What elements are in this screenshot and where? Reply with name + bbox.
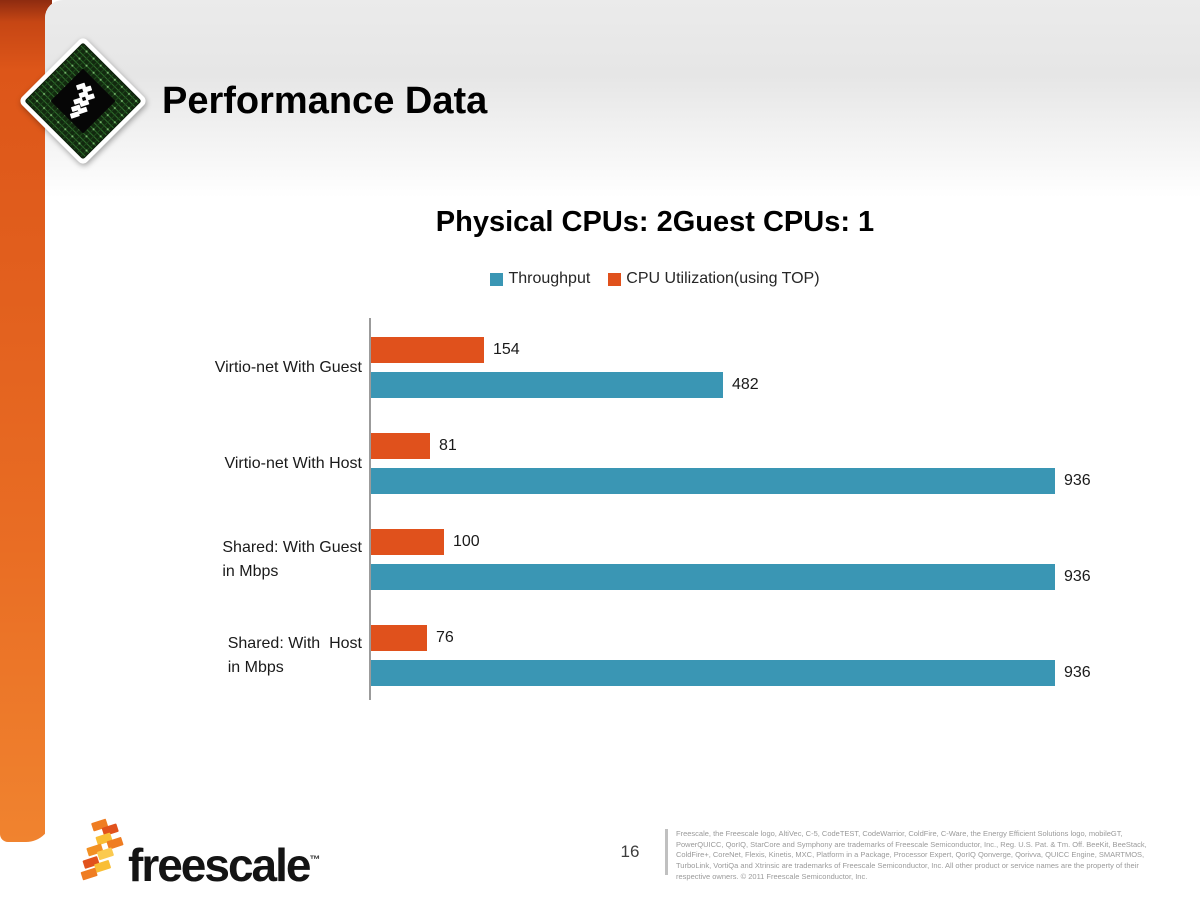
bar-cpu-utilization (371, 529, 444, 555)
bar-value-label: 936 (1064, 472, 1091, 489)
bar-value-label: 936 (1064, 568, 1091, 585)
bar-cpu-utilization (371, 337, 484, 363)
category-label: Virtio-net With Guest (214, 358, 362, 376)
freescale-logo (80, 818, 340, 893)
footer-divider (665, 829, 668, 875)
category-label: Shared: With Guest in Mbps (222, 538, 362, 580)
bar-cpu-utilization (371, 625, 427, 651)
bar-value-label: 154 (493, 341, 520, 358)
page-number: 16 (620, 842, 640, 861)
plot-area: 154 482 81 936 100 936 76 936 (369, 318, 1091, 700)
freescale-logomark-icon (80, 818, 124, 881)
legend-label: Throughput (508, 270, 591, 287)
legend-swatch-icon (608, 272, 622, 286)
page-title: Performance Data (162, 80, 488, 122)
legend-label: CPU Utilization(using TOP) (626, 270, 820, 287)
category-label: Virtio-net With Host (224, 454, 362, 472)
bar-value-label: 81 (439, 437, 457, 454)
freescale-wordmark: freescale™ (128, 839, 321, 891)
legend-item: CPU Utilization(using TOP) (608, 270, 820, 288)
category-label: Shared: With Host in Mbps (227, 634, 362, 676)
bar-value-label: 76 (436, 629, 454, 646)
legend-item: Throughput (490, 270, 590, 288)
left-accent-ribbon (0, 0, 52, 842)
legend-swatch-icon (490, 272, 504, 286)
chart-legend: Throughput CPU Utilization(using TOP) (210, 270, 1100, 288)
trademark-symbol: ™ (309, 854, 321, 866)
bar-value-label: 100 (453, 533, 480, 550)
legal-text: Freescale, the Freescale logo, AltiVec, … (676, 829, 1147, 881)
bar-value-label: 482 (732, 376, 759, 393)
bar-throughput (371, 660, 1055, 686)
content-panel (45, 0, 1200, 900)
bar-throughput (371, 372, 723, 398)
bar-cpu-utilization (371, 433, 430, 459)
chart-title: Physical CPUs: 2Guest CPUs: 1 (435, 206, 875, 238)
bar-throughput (371, 468, 1055, 494)
bar-value-label: 936 (1064, 664, 1091, 681)
bar-throughput (371, 564, 1055, 590)
header-band (45, 0, 1200, 198)
freescale-chip-logo-icon (18, 36, 148, 166)
